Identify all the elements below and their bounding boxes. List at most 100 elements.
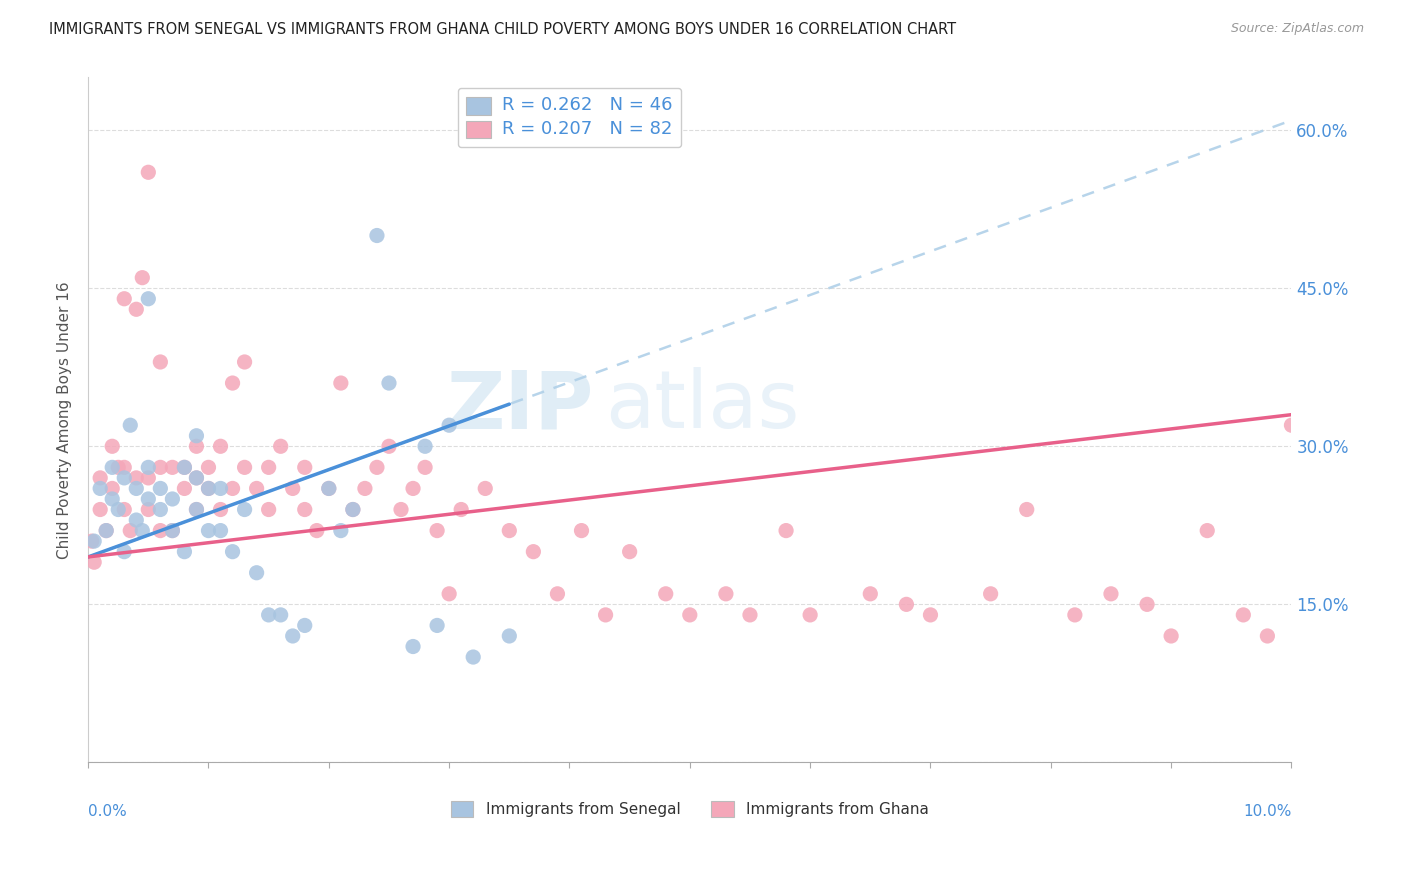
Point — [131, 524, 153, 538]
Point — [136, 292, 159, 306]
Point — [450, 502, 472, 516]
Point — [197, 460, 219, 475]
Point — [1281, 418, 1303, 433]
Point — [186, 502, 208, 516]
Point — [120, 418, 142, 433]
Point — [679, 607, 702, 622]
Point — [463, 650, 485, 665]
Point — [162, 460, 184, 475]
Point — [162, 491, 184, 506]
Point — [209, 482, 232, 496]
Point — [162, 524, 184, 538]
Point — [120, 524, 142, 538]
Point — [257, 607, 280, 622]
Point — [186, 471, 208, 485]
Point — [1099, 587, 1122, 601]
Point — [136, 502, 159, 516]
Text: Source: ZipAtlas.com: Source: ZipAtlas.com — [1230, 22, 1364, 36]
Point — [270, 439, 292, 453]
Point — [136, 491, 159, 506]
Point — [112, 292, 135, 306]
Point — [426, 618, 449, 632]
Point — [149, 482, 172, 496]
Point — [136, 471, 159, 485]
Point — [1063, 607, 1085, 622]
Point — [162, 524, 184, 538]
Point — [173, 544, 195, 558]
Point — [209, 439, 232, 453]
Point — [775, 524, 797, 538]
Point — [125, 482, 148, 496]
Point — [980, 587, 1002, 601]
Point — [437, 418, 460, 433]
Point — [1197, 524, 1219, 538]
Point — [83, 555, 105, 569]
Point — [498, 629, 520, 643]
Point — [101, 439, 124, 453]
Point — [281, 629, 304, 643]
Point — [342, 502, 364, 516]
Point — [186, 429, 208, 443]
Point — [233, 355, 256, 369]
Point — [83, 534, 105, 549]
Point — [281, 482, 304, 496]
Point — [389, 502, 412, 516]
Text: 10.0%: 10.0% — [1243, 804, 1292, 819]
Point — [522, 544, 544, 558]
Point — [96, 524, 118, 538]
Point — [498, 524, 520, 538]
Point — [595, 607, 617, 622]
Point — [107, 460, 129, 475]
Point — [246, 482, 269, 496]
Point — [173, 460, 195, 475]
Point — [257, 502, 280, 516]
Point — [413, 439, 436, 453]
Point — [112, 544, 135, 558]
Point — [1256, 629, 1278, 643]
Point — [1015, 502, 1038, 516]
Point — [738, 607, 761, 622]
Point — [329, 376, 352, 390]
Point — [896, 598, 918, 612]
Point — [294, 502, 316, 516]
Point — [96, 524, 118, 538]
Point — [89, 482, 111, 496]
Point — [186, 439, 208, 453]
Point — [437, 587, 460, 601]
Point — [221, 482, 243, 496]
Point — [233, 460, 256, 475]
Point — [571, 524, 593, 538]
Text: ZIP: ZIP — [446, 368, 593, 445]
Point — [246, 566, 269, 580]
Point — [402, 482, 425, 496]
Point — [221, 544, 243, 558]
Point — [136, 165, 159, 179]
Point — [714, 587, 737, 601]
Text: IMMIGRANTS FROM SENEGAL VS IMMIGRANTS FROM GHANA CHILD POVERTY AMONG BOYS UNDER : IMMIGRANTS FROM SENEGAL VS IMMIGRANTS FR… — [49, 22, 956, 37]
Point — [799, 607, 821, 622]
Point — [859, 587, 882, 601]
Point — [112, 502, 135, 516]
Point — [89, 471, 111, 485]
Point — [197, 524, 219, 538]
Point — [270, 607, 292, 622]
Legend: Immigrants from Senegal, Immigrants from Ghana: Immigrants from Senegal, Immigrants from… — [444, 795, 935, 823]
Point — [1232, 607, 1254, 622]
Point — [197, 482, 219, 496]
Point — [366, 460, 388, 475]
Point — [186, 471, 208, 485]
Point — [546, 587, 568, 601]
Point — [342, 502, 364, 516]
Point — [366, 228, 388, 243]
Point — [402, 640, 425, 654]
Point — [318, 482, 340, 496]
Point — [329, 524, 352, 538]
Text: atlas: atlas — [606, 368, 800, 445]
Point — [413, 460, 436, 475]
Point — [125, 513, 148, 527]
Point — [920, 607, 942, 622]
Point — [101, 482, 124, 496]
Point — [354, 482, 377, 496]
Point — [294, 460, 316, 475]
Point — [209, 502, 232, 516]
